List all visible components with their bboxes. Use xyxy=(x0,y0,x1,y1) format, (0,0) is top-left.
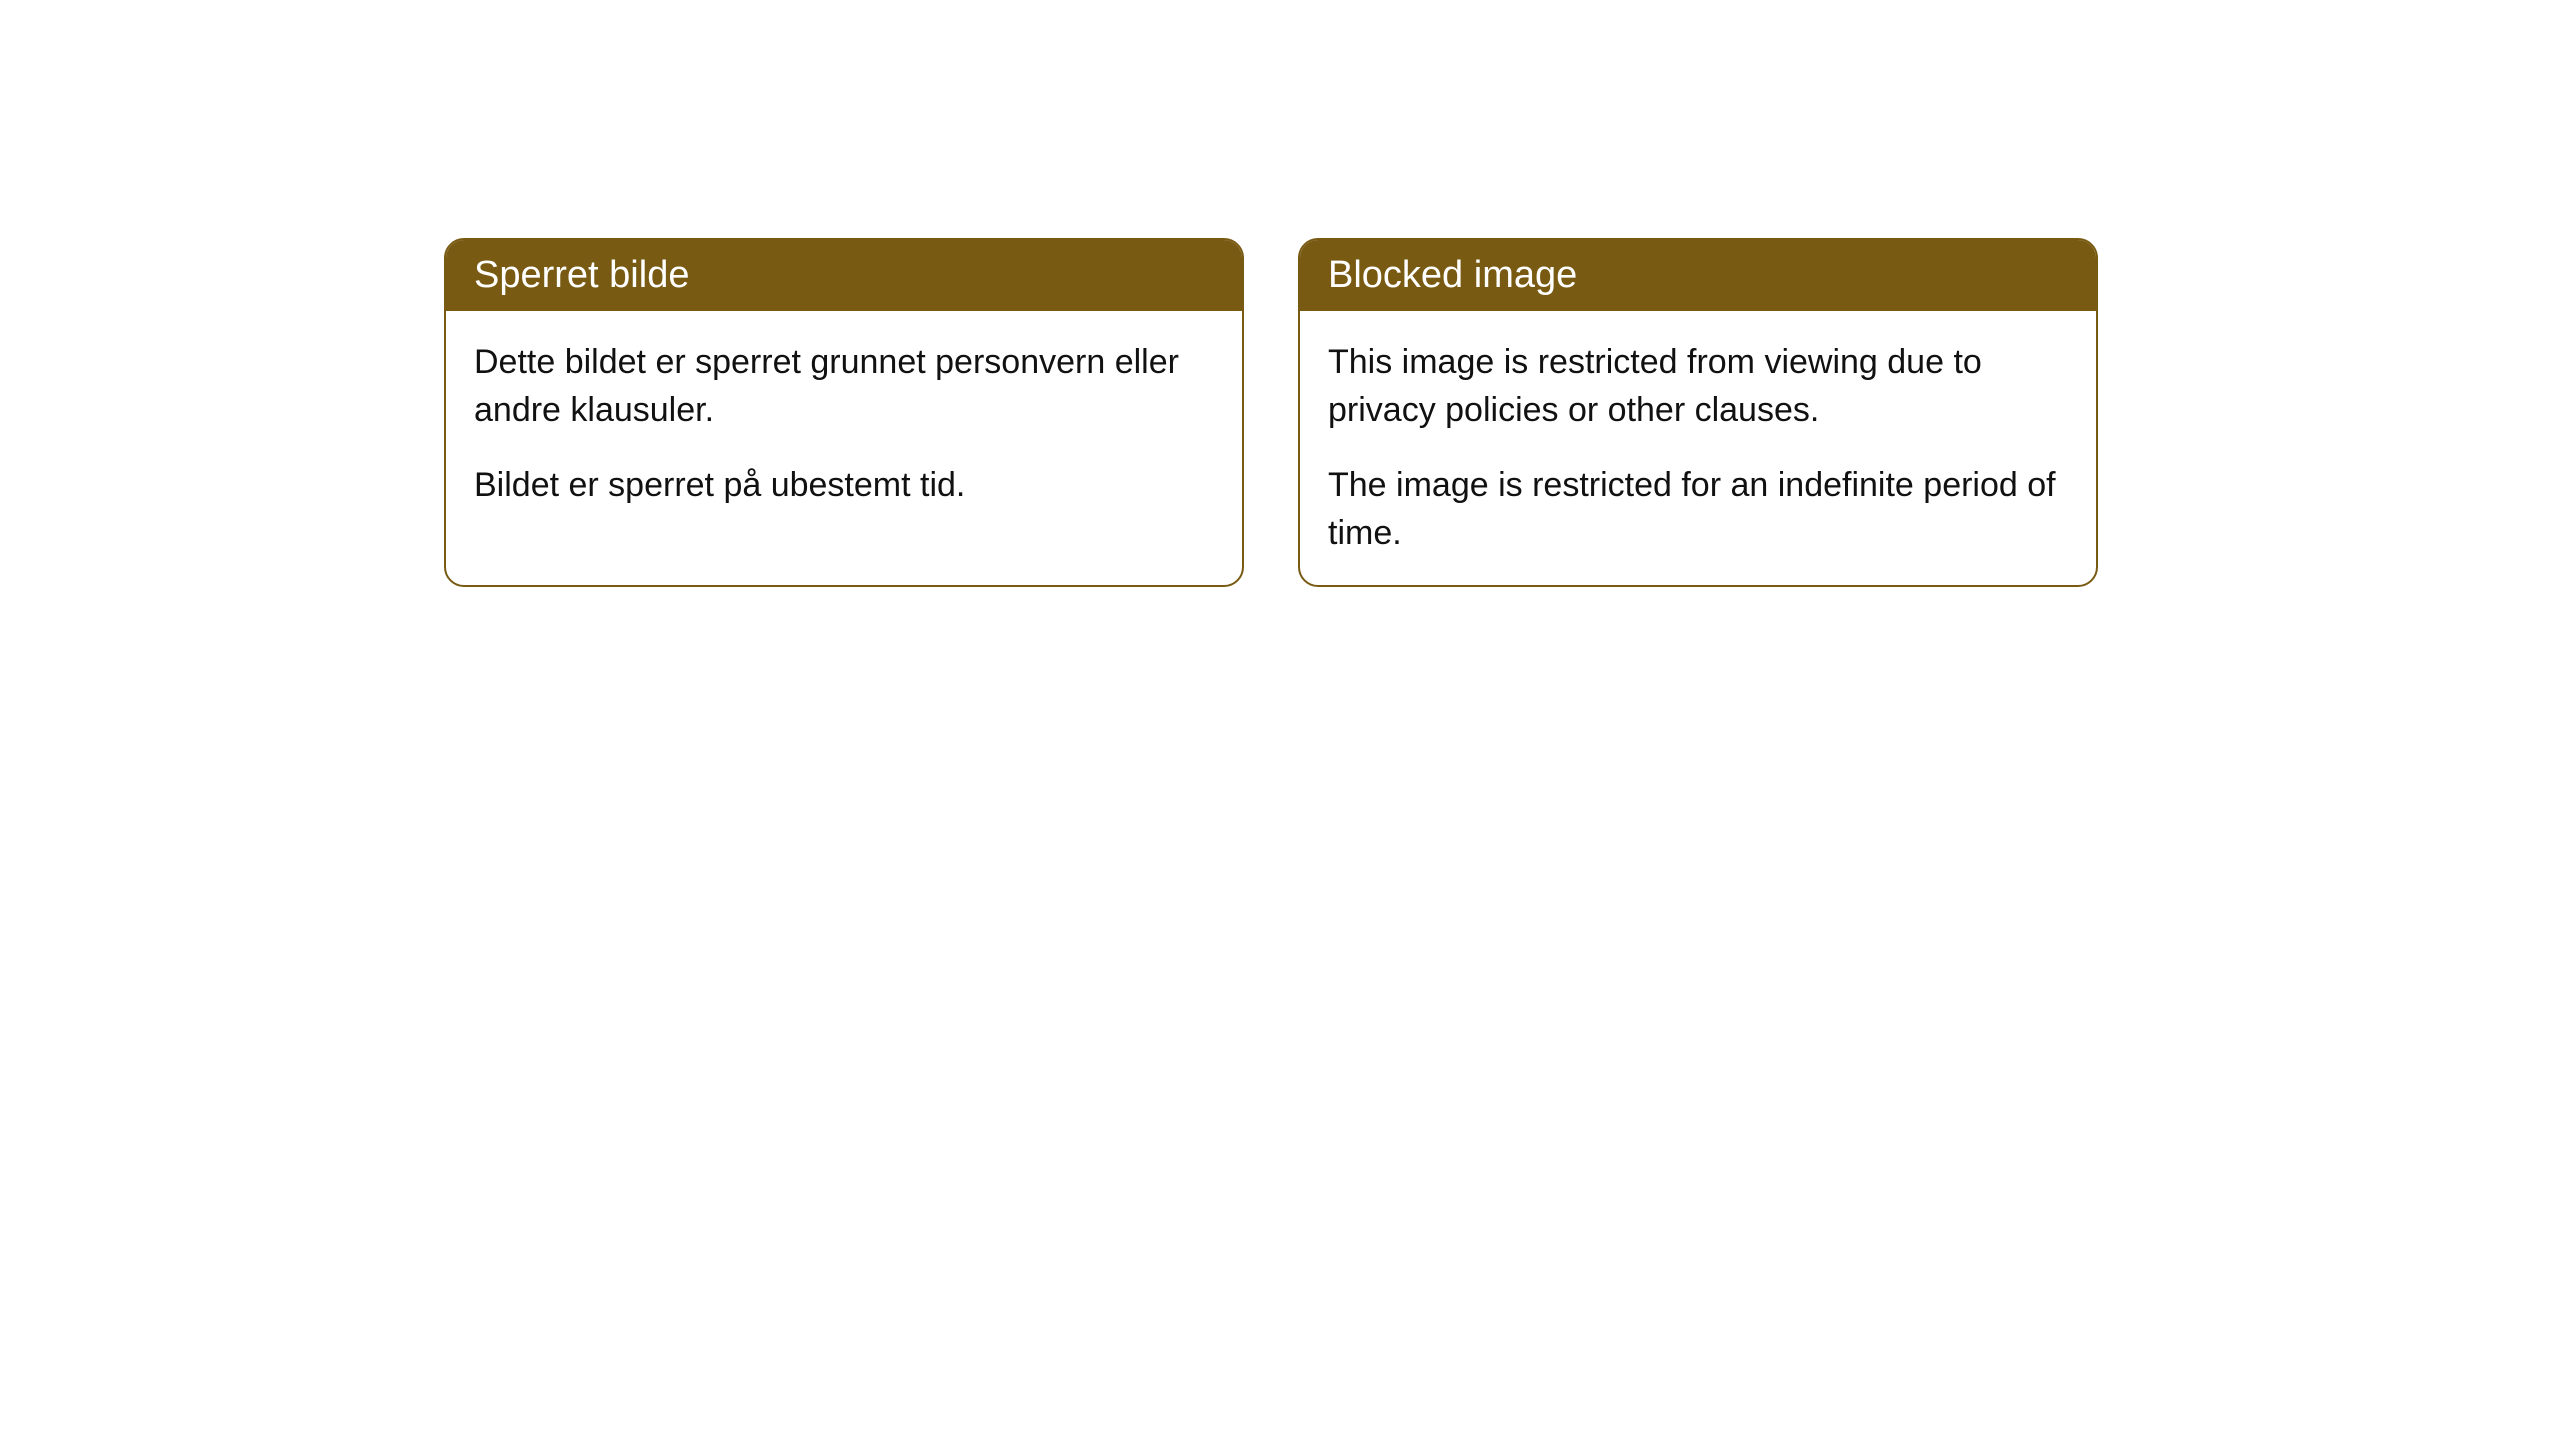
info-cards-container: Sperret bilde Dette bildet er sperret gr… xyxy=(0,0,2560,587)
card-title-english: Blocked image xyxy=(1328,254,1577,296)
card-body-norwegian: Dette bildet er sperret grunnet personve… xyxy=(446,311,1242,538)
card-paragraph-2-norwegian: Bildet er sperret på ubestemt tid. xyxy=(474,462,1214,510)
blocked-image-card-norwegian: Sperret bilde Dette bildet er sperret gr… xyxy=(444,238,1244,587)
card-title-norwegian: Sperret bilde xyxy=(474,254,689,296)
blocked-image-card-english: Blocked image This image is restricted f… xyxy=(1298,238,2098,587)
card-paragraph-1-english: This image is restricted from viewing du… xyxy=(1328,339,2068,434)
card-paragraph-2-english: The image is restricted for an indefinit… xyxy=(1328,462,2068,557)
card-paragraph-1-norwegian: Dette bildet er sperret grunnet personve… xyxy=(474,339,1214,434)
card-header-english: Blocked image xyxy=(1300,240,2096,311)
card-body-english: This image is restricted from viewing du… xyxy=(1300,311,2096,585)
card-header-norwegian: Sperret bilde xyxy=(446,240,1242,311)
